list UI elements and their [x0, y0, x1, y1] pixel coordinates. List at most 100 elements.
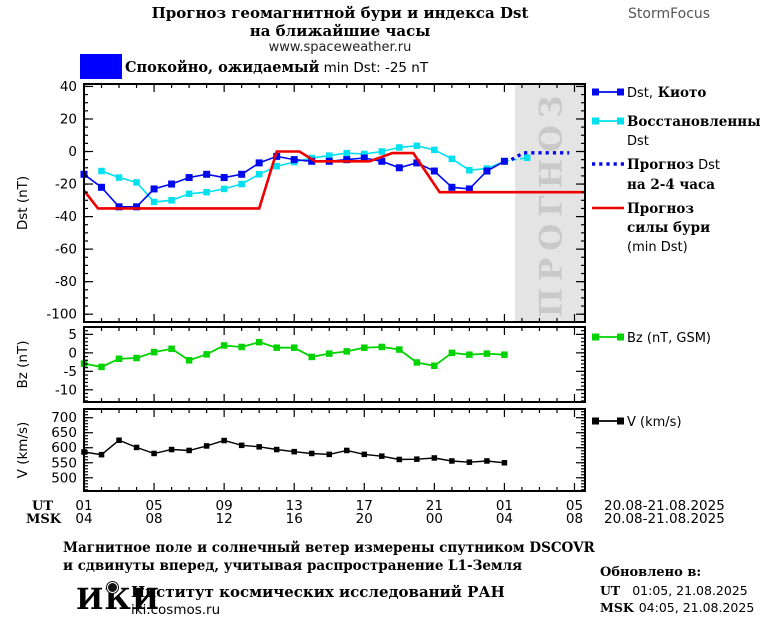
marker-bz — [203, 351, 210, 358]
legend-label-segment: Прогноз — [627, 157, 694, 173]
marker-v — [273, 446, 280, 453]
legend-label-segment: Прогноз — [627, 201, 694, 217]
marker-v — [308, 450, 315, 457]
status-color-swatch — [80, 53, 122, 79]
legend-label-segment: Dst — [627, 134, 649, 149]
legend-label-segment: Киото — [653, 85, 707, 101]
updated-ut-row: UT 01:05, 21.08.2025 — [600, 583, 748, 598]
legend-label-segment: Bz (nT, GSM) — [627, 331, 712, 346]
legend-swatch-black-markers — [592, 417, 624, 425]
ytick-label: -60 — [55, 242, 77, 258]
marker-kyoto — [448, 183, 456, 191]
xtick-label: 20 — [356, 511, 373, 527]
ytick-label: 600 — [51, 440, 77, 456]
updated-msk-value: 04:05, 21.08.2025 — [638, 600, 755, 615]
marker-bz — [255, 338, 263, 346]
xtick-label: 08 — [566, 511, 583, 527]
marker-restored — [378, 148, 386, 155]
marker-kyoto — [430, 167, 438, 175]
marker-kyoto — [308, 157, 316, 165]
xtick-label: 01 — [75, 498, 92, 514]
status-bar: Спокойно, ожидаемый min Dst: -25 nT — [80, 53, 428, 79]
marker-v — [133, 444, 140, 451]
legend-swatch-red-line — [592, 206, 624, 210]
ytick-label: 700 — [51, 410, 77, 426]
marker-restored — [98, 167, 105, 175]
marker-restored — [325, 152, 333, 159]
marker-bz — [290, 344, 298, 351]
marker-bz — [483, 350, 491, 357]
marker-bz — [396, 346, 403, 353]
ytick-label: 500 — [51, 470, 77, 486]
xtick-label: 00 — [426, 511, 443, 527]
marker-restored — [203, 188, 210, 196]
marker-kyoto — [203, 170, 211, 178]
marker-bz — [220, 342, 228, 349]
xtick-label: 04 — [75, 511, 92, 527]
ytick-label: -80 — [55, 274, 77, 290]
xaxis-labels: UT 01 05 09 13 17 21 01 05 20.08-21.08.2025 MSK 04 0… — [26, 498, 725, 527]
xtick-label: 05 — [566, 498, 583, 514]
marker-v — [396, 456, 403, 463]
legend-label-segment: на 2-4 часа — [627, 177, 716, 193]
marker-kyoto — [238, 170, 246, 178]
xrow-label-MSK: MSK — [26, 512, 62, 527]
marker-restored — [238, 180, 245, 188]
marker-bz — [115, 355, 123, 363]
marker-bz — [273, 344, 280, 351]
legend-item-restored: Восстановленный Dst — [591, 112, 760, 151]
marker-v — [186, 447, 192, 454]
institute-name: Институт космических исследований РАН — [131, 583, 505, 601]
marker-restored — [115, 174, 123, 181]
ytick-label: 550 — [51, 455, 77, 471]
xtick-label: 12 — [216, 511, 233, 527]
updated-ut-key: UT — [600, 583, 621, 598]
forecast-band — [514, 84, 585, 322]
legend-label: Bz (nT, GSM) — [627, 328, 711, 348]
series-dst-forecast — [510, 151, 570, 162]
legend-label: Прогноз Dst на 2-4 часа — [627, 155, 720, 194]
ylabel-bz: Bz (nT) — [15, 341, 31, 389]
updated-msk-row: MSK 04:05, 21.08.2025 — [600, 600, 754, 615]
marker-kyoto — [483, 167, 491, 175]
marker-kyoto — [290, 156, 298, 164]
ytick-label: 5 — [68, 327, 77, 343]
marker-v — [449, 458, 455, 464]
marker-v — [466, 459, 473, 465]
marker-kyoto — [185, 174, 193, 182]
ytick-label: -40 — [55, 209, 77, 225]
marker-bz — [431, 362, 438, 370]
yticks-dst — [84, 85, 585, 315]
ytick-label: -20 — [55, 177, 77, 193]
xtick-label: 13 — [286, 498, 303, 514]
ytick-label: 0 — [68, 345, 77, 361]
xtick-label: 08 — [145, 511, 162, 527]
marker-v — [431, 455, 438, 461]
legend-item-bz: Bz (nT, GSM) — [591, 328, 711, 348]
marker-v — [291, 448, 297, 455]
updated-ut-value: 01:05, 21.08.2025 — [632, 583, 748, 598]
site-url: www.spaceweather.ru — [268, 40, 412, 55]
ylabel-dst: Dst (nT) — [15, 176, 31, 230]
legend-swatch-green-markers — [592, 333, 624, 341]
yticks-v — [84, 411, 585, 491]
series-restored-forecast — [504, 156, 528, 163]
marker-v — [501, 460, 508, 466]
legend-label-segment: силы бури — [627, 220, 711, 236]
legend-label-segment: V (km/s) — [627, 415, 682, 430]
ytick-label: 40 — [60, 79, 77, 95]
marker-kyoto — [98, 183, 106, 191]
footer-note-2: и сдвинуты вперед, учитывая распростране… — [63, 558, 523, 574]
marker-bz — [325, 350, 333, 357]
marker-v — [221, 437, 227, 444]
series-storm-forecast — [82, 150, 585, 210]
marker-bz — [238, 343, 245, 351]
xtick-label: 16 — [286, 511, 303, 527]
xtick-label: 05 — [145, 498, 162, 514]
ylabel-v: V (km/s) — [15, 422, 31, 479]
status-text: Спокойно, ожидаемый min Dst: -25 nT — [125, 57, 428, 76]
marker-kyoto — [413, 159, 421, 167]
panel-frame — [83, 408, 586, 492]
